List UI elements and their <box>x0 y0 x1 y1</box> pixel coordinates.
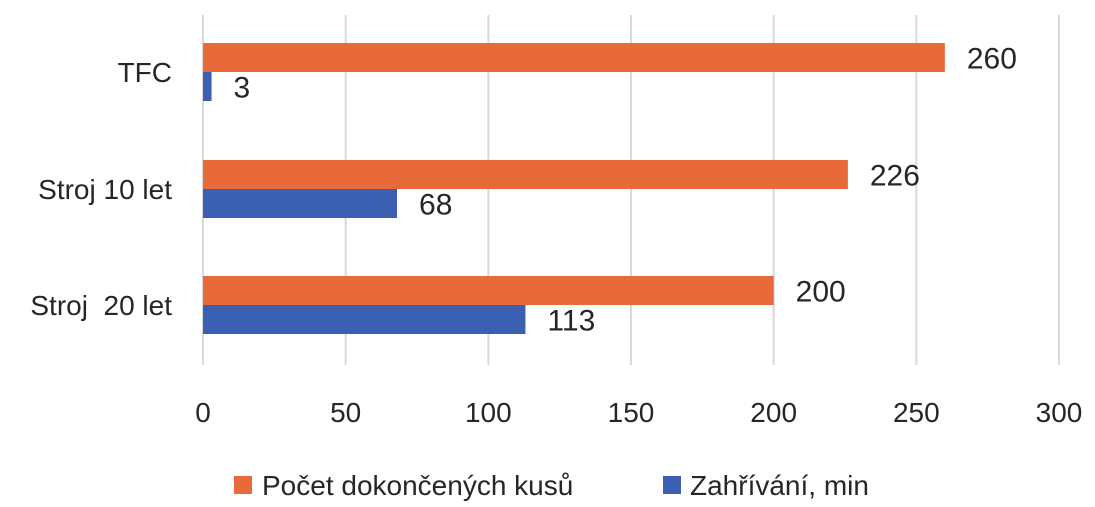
x-tick-label-250: 250 <box>893 397 940 428</box>
category-labels: TFC Stroj 10 let Stroj 20 let <box>30 57 172 321</box>
data-label-stroj-10-let-series-1: 226 <box>870 160 920 193</box>
legend-swatch-series-2 <box>663 476 681 494</box>
legend: Počet dokončených kusů Zahřívání, min <box>234 470 869 501</box>
category-label-tfc: TFC <box>118 57 172 88</box>
x-tick-label-50: 50 <box>330 397 361 428</box>
x-axis-tick-labels: 0 50 100 150 200 250 300 <box>195 397 1082 428</box>
bar-stroj-10-let-series-1 <box>203 160 848 189</box>
bar-tfc-series-1 <box>203 43 945 72</box>
bar-stroj-20-let-series-1 <box>203 276 774 305</box>
gridlines <box>202 15 1060 365</box>
legend-label-series-2: Zahřívání, min <box>690 470 869 501</box>
x-tick-label-300: 300 <box>1036 397 1083 428</box>
category-label-stroj-20-let: Stroj 20 let <box>30 290 172 321</box>
x-tick-label-150: 150 <box>608 397 655 428</box>
data-labels: 260 3 226 68 200 113 <box>234 43 1017 338</box>
data-label-stroj-10-let-series-2: 68 <box>419 189 452 222</box>
data-label-stroj-20-let-series-2: 113 <box>547 305 595 338</box>
legend-label-series-1: Počet dokončených kusů <box>262 470 573 501</box>
data-label-tfc-series-1: 260 <box>967 43 1017 76</box>
x-tick-label-100: 100 <box>465 397 512 428</box>
bars <box>203 43 945 334</box>
data-label-stroj-20-let-series-1: 200 <box>796 276 846 309</box>
category-label-stroj-10-let: Stroj 10 let <box>38 174 172 205</box>
bar-stroj-20-let-series-2 <box>203 305 526 334</box>
bar-stroj-10-let-series-2 <box>203 189 398 218</box>
x-tick-label-200: 200 <box>750 397 797 428</box>
bar-tfc-series-2 <box>203 72 212 101</box>
x-tick-label-0: 0 <box>195 397 211 428</box>
data-label-tfc-series-2: 3 <box>234 72 251 105</box>
legend-swatch-series-1 <box>234 476 252 494</box>
